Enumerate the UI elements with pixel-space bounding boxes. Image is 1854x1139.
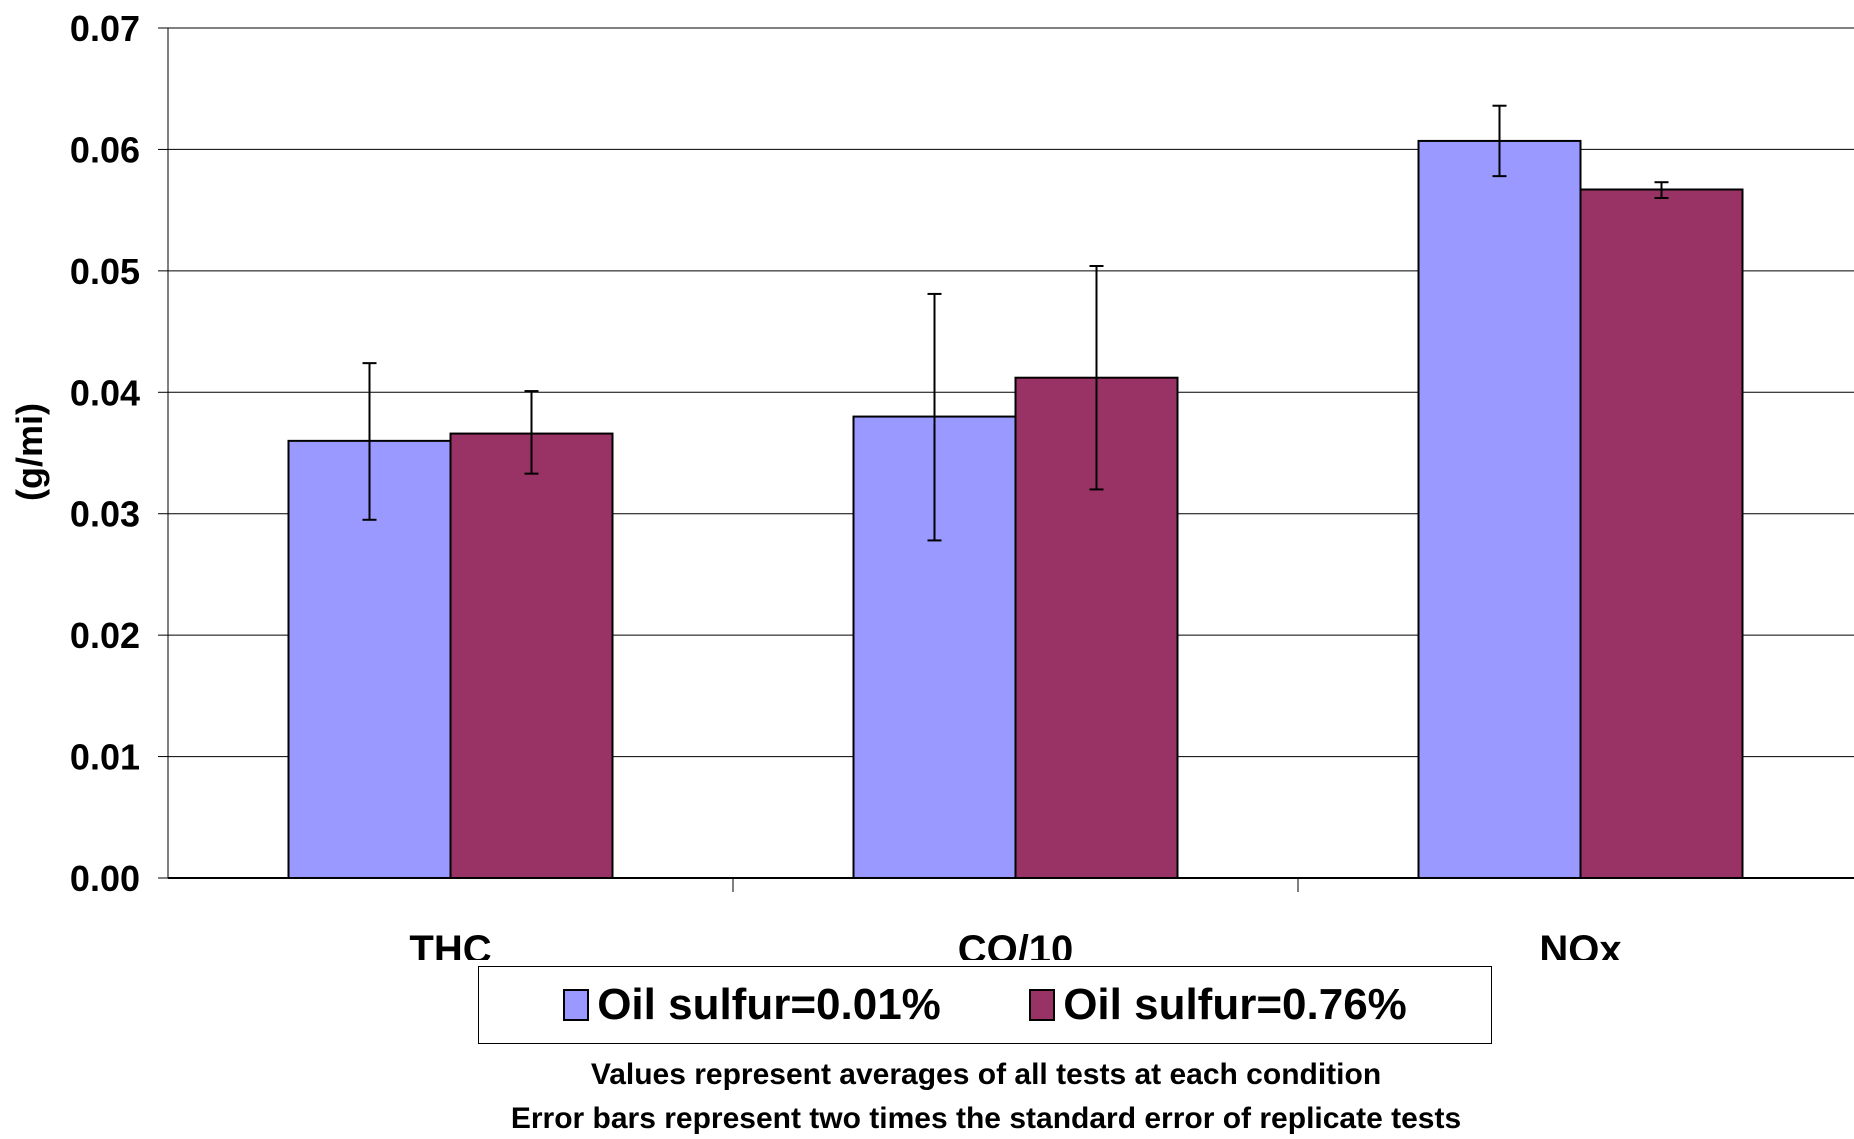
legend-item-series-1: Oil sulfur=0.01% [563,980,941,1030]
y-axis-title: (g/mi) [9,403,50,501]
bars [287,104,1744,879]
x-tick-label: CO/10 [958,928,1074,960]
footnote-error-bars: Error bars represent two times the stand… [510,1102,1462,1135]
x-tick-label: THC [409,928,491,960]
bar [449,432,614,879]
legend-swatch-series-1 [563,989,590,1021]
legend-label-series-1: Oil sulfur=0.01% [597,980,941,1029]
y-tick-label: 0.01 [70,737,140,778]
footnote-averages: Values represent averages of all tests a… [590,1058,1382,1091]
legend-label-series-2: Oil sulfur=0.76% [1063,980,1407,1029]
y-tick-label: 0.06 [70,129,140,170]
y-tick-label: 0.04 [70,372,140,413]
y-tick-label: 0.05 [70,251,140,292]
bar-chart: 0.00 0.01 0.02 0.03 0.04 0.05 0.06 0.07 THC CO/10… [9,8,1854,960]
bar [1579,188,1744,879]
bar [1417,139,1582,879]
legend: Oil sulfur=0.01% Oil sulfur=0.76% [478,966,1492,1044]
axes [158,27,1854,892]
y-tick-label: 0.07 [70,8,140,49]
tick-labels: 0.00 0.01 0.02 0.03 0.04 0.05 0.06 0.07 THC CO/10… [70,8,1622,960]
x-tick-label: NOx [1539,928,1621,960]
y-tick-label: 0.03 [70,494,140,535]
y-tick-label: 0.00 [70,858,140,899]
legend-swatch-series-2 [1029,989,1056,1021]
legend-item-series-2: Oil sulfur=0.76% [1029,980,1407,1030]
y-tick-label: 0.02 [70,615,140,656]
